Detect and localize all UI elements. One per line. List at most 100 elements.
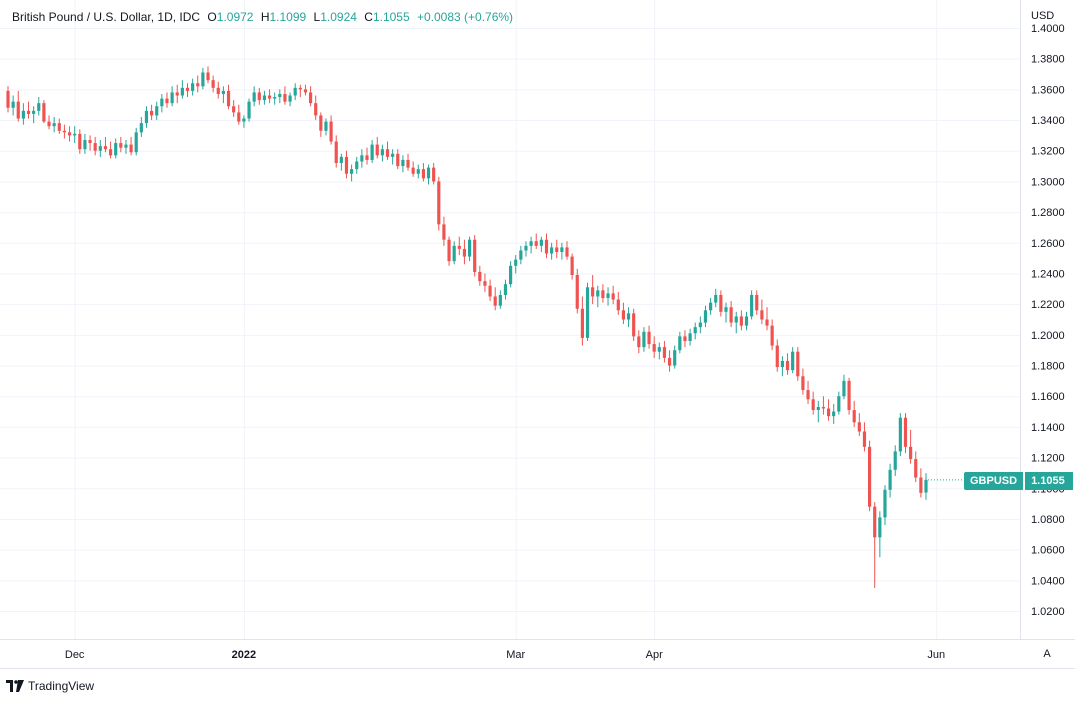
candle-body	[806, 390, 810, 400]
candle	[421, 163, 425, 182]
candle	[426, 164, 431, 185]
candle-body	[914, 459, 918, 478]
candle-body	[447, 239, 451, 262]
candle	[857, 413, 861, 437]
candle-body	[21, 110, 25, 119]
candle-body	[765, 319, 769, 326]
candle	[11, 95, 15, 116]
candle	[67, 126, 72, 142]
candles	[6, 66, 928, 588]
price-tick-label: 1.1600	[1031, 391, 1065, 403]
candle-body	[319, 115, 323, 131]
candle	[21, 103, 25, 125]
candle	[924, 473, 928, 500]
candle	[837, 391, 841, 415]
candle	[196, 75, 200, 93]
candle	[32, 106, 36, 124]
candle	[709, 298, 713, 315]
candle-body	[144, 110, 149, 124]
candle	[385, 141, 390, 160]
candle	[103, 136, 108, 153]
candle	[273, 92, 277, 105]
candle-body	[391, 153, 395, 157]
candle-body	[642, 331, 646, 348]
candle	[406, 153, 410, 171]
time-axis[interactable]: Dec2022MarAprJunJul2SepOct	[65, 649, 1075, 661]
candle-body	[355, 161, 359, 170]
candle-body	[616, 299, 620, 311]
candle-body	[6, 90, 10, 108]
candle	[16, 90, 20, 122]
candle	[170, 86, 174, 107]
candle-body	[596, 290, 600, 297]
candle	[724, 302, 728, 323]
candle-body	[108, 149, 113, 156]
candle	[73, 126, 77, 144]
candle-body	[565, 247, 569, 257]
candle-body	[611, 293, 615, 300]
candle	[283, 86, 287, 105]
candle-body	[252, 92, 256, 102]
candle-body	[293, 87, 297, 96]
candle-body	[298, 87, 302, 90]
candle	[232, 100, 236, 117]
candle	[909, 429, 913, 464]
candle-body	[62, 130, 67, 133]
auto-scale-button[interactable]: A	[1043, 648, 1051, 660]
candle	[585, 282, 590, 341]
price-tick-label: 1.4000	[1031, 23, 1065, 35]
candle-body	[796, 351, 800, 377]
candle-body	[191, 83, 195, 91]
candle	[42, 100, 46, 124]
candle	[350, 164, 354, 182]
candle-body	[375, 144, 379, 156]
candle	[314, 95, 318, 121]
candle	[888, 463, 892, 498]
candle	[391, 149, 395, 165]
candle-body	[278, 93, 282, 98]
legend-low-label: L	[313, 10, 321, 24]
candle	[334, 135, 338, 168]
time-tick-label: Mar	[506, 649, 525, 661]
candle	[380, 144, 384, 162]
candle	[529, 236, 533, 254]
candle	[150, 104, 154, 121]
candle-body	[755, 294, 759, 311]
candle-body	[893, 451, 897, 470]
candle-body	[52, 123, 56, 127]
tradingview-brand[interactable]: TradingView	[6, 677, 94, 695]
candle-body	[626, 313, 631, 320]
candle-body	[539, 239, 543, 246]
candle	[211, 75, 215, 93]
candle-body	[237, 112, 241, 122]
candle	[47, 115, 51, 130]
candle	[267, 89, 272, 104]
price-tick-label: 1.3000	[1031, 176, 1065, 188]
candle-body	[560, 247, 564, 252]
candle	[370, 139, 374, 164]
time-tick-label: Jun	[927, 649, 945, 661]
candle	[467, 236, 472, 262]
price-axis[interactable]: 1.4000 1.3800 1.3600 1.3400 1.3200 1.3000 1.28…	[1031, 23, 1065, 618]
candle	[37, 97, 41, 116]
price-tick-label: 1.3600	[1031, 84, 1065, 96]
candle-body	[483, 281, 487, 286]
candle	[62, 124, 67, 139]
price-axis-currency[interactable]: USD	[1031, 10, 1055, 22]
legend-close-label: C	[364, 10, 373, 24]
candle	[473, 235, 477, 277]
candle-body	[211, 80, 215, 88]
candle-body	[98, 146, 102, 151]
candle	[93, 136, 97, 156]
candle	[262, 90, 267, 105]
price-tick-label: 1.3200	[1031, 146, 1065, 158]
candle-body	[585, 287, 590, 338]
candle	[657, 342, 661, 360]
candle-body	[339, 156, 343, 164]
candle-body	[503, 284, 508, 295]
candle	[878, 511, 882, 558]
candle	[503, 279, 508, 300]
candle-body	[867, 446, 872, 507]
